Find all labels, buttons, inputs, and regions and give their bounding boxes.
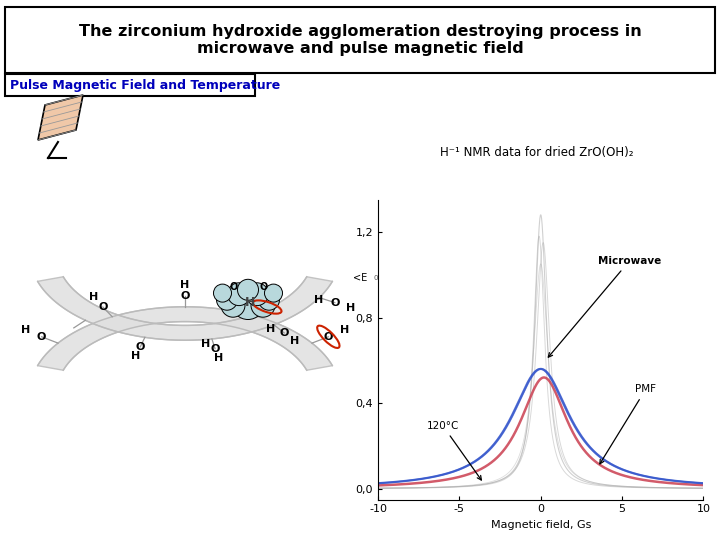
Text: O: O bbox=[263, 302, 272, 312]
Circle shape bbox=[228, 283, 251, 306]
Text: H: H bbox=[214, 354, 222, 363]
X-axis label: Magnetic field, Gs: Magnetic field, Gs bbox=[490, 520, 591, 530]
Polygon shape bbox=[38, 95, 83, 140]
Circle shape bbox=[264, 284, 282, 302]
Text: O: O bbox=[279, 328, 289, 338]
Circle shape bbox=[221, 293, 245, 317]
Text: O: O bbox=[135, 342, 145, 352]
Text: Microwave: Microwave bbox=[549, 256, 661, 357]
Text: H: H bbox=[245, 296, 255, 309]
Text: H: H bbox=[346, 302, 355, 313]
Circle shape bbox=[258, 289, 279, 310]
FancyBboxPatch shape bbox=[5, 7, 715, 73]
Circle shape bbox=[214, 284, 232, 302]
Circle shape bbox=[217, 289, 238, 310]
Circle shape bbox=[251, 293, 275, 317]
Text: H: H bbox=[272, 292, 282, 302]
Text: H: H bbox=[340, 326, 349, 335]
Text: H: H bbox=[201, 339, 210, 349]
Text: H: H bbox=[290, 336, 300, 346]
Text: H: H bbox=[181, 280, 189, 290]
Circle shape bbox=[238, 279, 258, 300]
Text: 120°C: 120°C bbox=[427, 421, 482, 480]
Text: H: H bbox=[21, 326, 30, 335]
Text: 0....000: 0....000 bbox=[373, 275, 400, 281]
Text: H⁻¹ NMR data for dried ZrO(OH)₂: H⁻¹ NMR data for dried ZrO(OH)₂ bbox=[440, 146, 633, 159]
Circle shape bbox=[246, 283, 269, 306]
Text: Pulse Magnetic Field and Temperature: Pulse Magnetic Field and Temperature bbox=[10, 78, 280, 91]
Text: O: O bbox=[98, 302, 107, 312]
Text: O: O bbox=[324, 332, 333, 342]
Text: H: H bbox=[89, 292, 98, 302]
Text: O: O bbox=[180, 291, 189, 301]
Text: H: H bbox=[131, 352, 140, 361]
Text: H: H bbox=[315, 295, 324, 305]
Text: O: O bbox=[260, 282, 268, 292]
Text: O: O bbox=[210, 343, 220, 354]
Text: H: H bbox=[266, 324, 276, 334]
Polygon shape bbox=[37, 277, 333, 340]
Text: O: O bbox=[230, 282, 238, 292]
Text: The zirconium hydroxide agglomeration destroying process in
microwave and pulse : The zirconium hydroxide agglomeration de… bbox=[78, 24, 642, 56]
Text: O: O bbox=[330, 298, 340, 308]
Circle shape bbox=[232, 287, 264, 320]
Text: O: O bbox=[37, 332, 46, 342]
Polygon shape bbox=[37, 307, 333, 370]
Text: <E: <E bbox=[353, 273, 367, 283]
FancyBboxPatch shape bbox=[5, 74, 255, 96]
Text: PMF: PMF bbox=[600, 384, 656, 464]
